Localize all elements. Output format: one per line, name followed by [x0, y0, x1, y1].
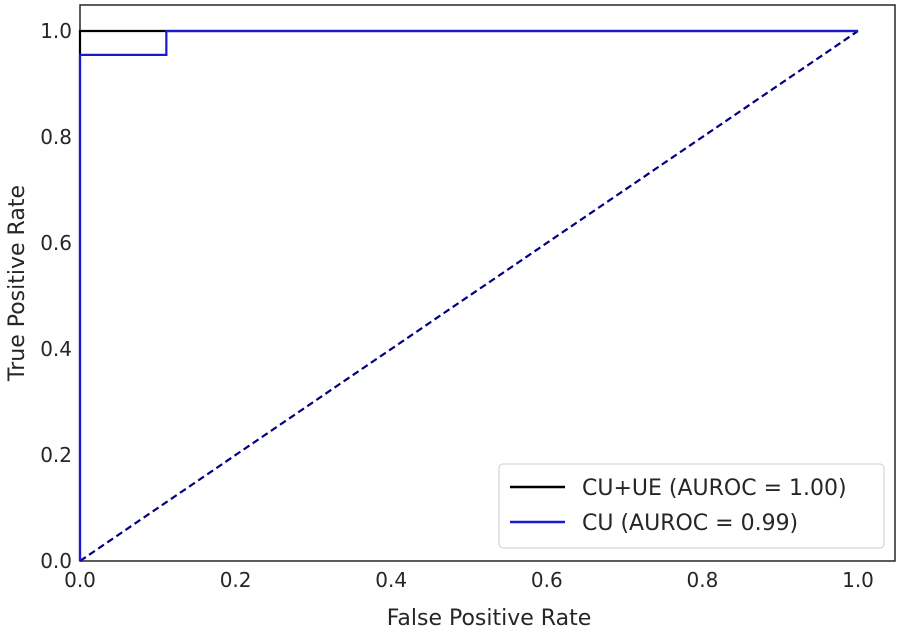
x-axis-label: False Positive Rate [387, 606, 591, 631]
roc-curve-series-1 [78, 29, 858, 561]
x-tick-label: 0.6 [531, 568, 563, 592]
x-tick-label: 0.4 [375, 568, 407, 592]
chance-diagonal-line [79, 30, 859, 562]
x-tick-labels: 0.0 0.2 0.4 0.6 0.8 1.0 [64, 568, 874, 592]
legend-label-cu-ue: CU+UE (AUROC = 1.00) [582, 476, 847, 501]
legend-label-cu: CU (AUROC = 0.99) [582, 511, 798, 536]
legend: CU+UE (AUROC = 1.00) CU (AUROC = 0.99) [498, 463, 885, 549]
x-tick-label: 1.0 [842, 568, 874, 592]
y-tick-label: 0.6 [40, 231, 72, 255]
series-layer [78, 29, 859, 562]
y-tick-label: 0.8 [40, 125, 72, 149]
y-tick-label: 0.4 [40, 337, 72, 361]
x-tick-label: 0.2 [220, 568, 252, 592]
y-tick-labels: 0.0 0.2 0.4 0.6 0.8 1.0 [40, 19, 72, 573]
y-tick-label: 1.0 [40, 19, 72, 43]
y-axis-label: True Positive Rate [5, 185, 30, 382]
y-tick-label: 0.2 [40, 443, 72, 467]
y-tick-label: 0.0 [40, 549, 72, 573]
x-tick-label: 0.8 [686, 568, 718, 592]
legend-box [498, 463, 885, 549]
x-tick-label: 0.0 [64, 568, 96, 592]
